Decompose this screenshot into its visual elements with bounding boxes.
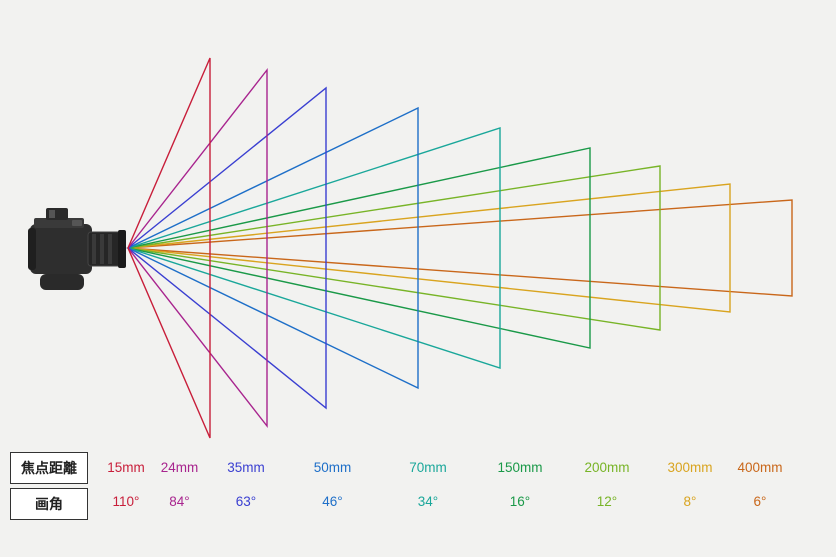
table-col: 300mm 8° (650, 452, 730, 516)
angle-of-view-value: 16° (510, 486, 530, 516)
row-label-angle: 画角 (10, 488, 88, 520)
fov-frame (128, 108, 418, 388)
focal-length-value: 300mm (667, 452, 712, 482)
angle-of-view-value: 8° (684, 486, 697, 516)
angle-of-view-value: 6° (754, 486, 767, 516)
table-col: 15mm 110° (100, 452, 152, 516)
table-col: 50mm 46° (285, 452, 380, 516)
focal-length-value: 400mm (737, 452, 782, 482)
fov-frame (128, 70, 267, 426)
focal-length-value: 200mm (584, 452, 629, 482)
fov-frame (128, 128, 500, 368)
table-col: 150mm 16° (476, 452, 564, 516)
table-col: 200mm 12° (564, 452, 650, 516)
table-col: 24mm 84° (152, 452, 207, 516)
angle-of-view-value: 110° (113, 486, 140, 516)
focal-length-table: 焦点距離 画角 15mm 110° 24mm 84° 35mm 63° 50mm 46° 70m… (10, 452, 790, 520)
focal-length-value: 35mm (227, 452, 265, 482)
row-label-focal: 焦点距離 (10, 452, 88, 484)
focal-length-value: 50mm (314, 452, 352, 482)
angle-of-view-value: 46° (322, 486, 342, 516)
table-col: 70mm 34° (380, 452, 476, 516)
fov-frame (128, 58, 210, 438)
focal-length-value: 70mm (409, 452, 447, 482)
angle-of-view-value: 84° (169, 486, 189, 516)
camera-icon (28, 200, 128, 295)
fov-frame (128, 148, 590, 348)
angle-of-view-value: 12° (597, 486, 617, 516)
fov-frame (128, 184, 730, 312)
focal-length-value: 150mm (497, 452, 542, 482)
table-col: 35mm 63° (207, 452, 285, 516)
fov-frame (128, 88, 326, 408)
angle-of-view-value: 34° (418, 486, 438, 516)
table-col: 400mm 6° (730, 452, 790, 516)
fov-frame (128, 200, 792, 296)
angle-of-view-value: 63° (236, 486, 256, 516)
focal-length-value: 15mm (107, 452, 145, 482)
focal-length-value: 24mm (161, 452, 199, 482)
